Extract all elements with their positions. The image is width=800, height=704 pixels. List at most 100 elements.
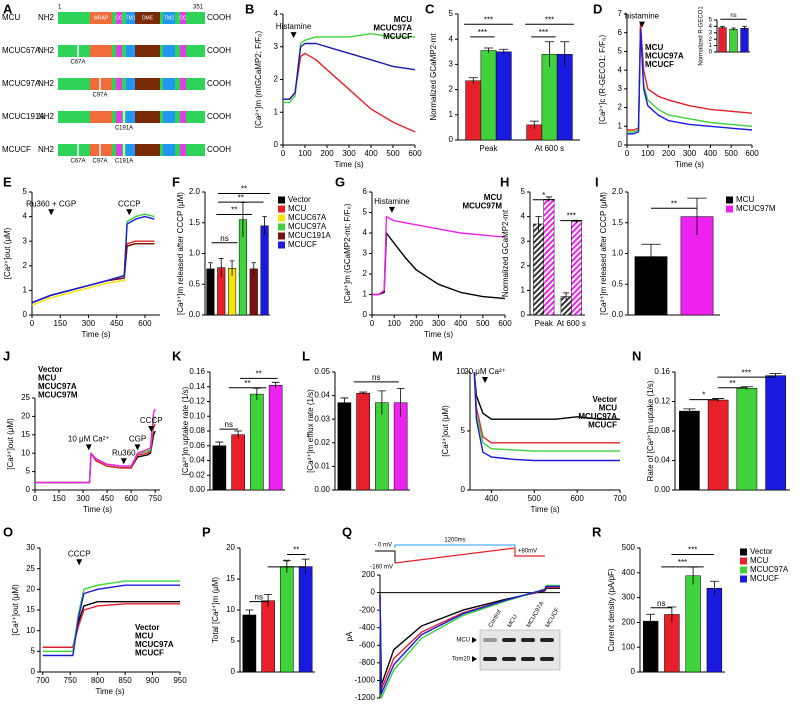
- domain: [116, 45, 122, 57]
- domain-label: CC: [179, 15, 187, 21]
- legend-swatch: [726, 196, 733, 204]
- panel-label: C: [425, 1, 435, 16]
- line-series: [372, 215, 506, 296]
- y-tick-label: 0.0: [189, 310, 201, 319]
- legend-swatch: [726, 205, 733, 213]
- legend-label: Vector: [288, 195, 311, 204]
- line-series: [473, 371, 620, 452]
- y-axis-label: Total [Ca²⁺]m (μM): [211, 577, 220, 644]
- bar: [206, 268, 215, 316]
- y-tick-label: 6: [618, 28, 623, 37]
- annotation: ***: [567, 212, 576, 221]
- error-bar: [560, 41, 570, 67]
- domain: [126, 144, 135, 156]
- x-tick-label: 0: [625, 149, 630, 158]
- domain: [180, 45, 186, 57]
- domain: [163, 45, 175, 57]
- domain: [58, 144, 90, 156]
- x-tick-label: 0: [30, 319, 35, 328]
- panel-label: E: [3, 174, 12, 189]
- legend-swatch: [278, 232, 285, 240]
- y-tick-label: 0: [449, 135, 454, 144]
- x-tick-label: 200: [320, 149, 334, 158]
- y-tick-label: 25: [21, 393, 30, 402]
- x-tick-label: 850: [118, 676, 132, 685]
- legend-swatch: [740, 575, 747, 583]
- legend-label: Vector: [38, 365, 62, 374]
- x-axis-label: Time (s): [334, 160, 363, 169]
- panel-label: G: [335, 174, 345, 189]
- y-tick-label: -400: [359, 623, 376, 632]
- y-tick-label: 1: [23, 286, 28, 295]
- y-tick-label: 0: [461, 485, 466, 494]
- y-tick-label: 500: [622, 543, 636, 552]
- n-terminus: NH2: [38, 112, 55, 121]
- construct-name: MCUC67A: [2, 46, 41, 55]
- y-tick-label: 0.03: [314, 414, 330, 423]
- domain: [58, 12, 90, 24]
- y-tick-label: 30: [26, 543, 35, 552]
- blot-row-label: Tom20: [452, 657, 471, 663]
- bar: [765, 375, 786, 491]
- error-bar: [709, 580, 719, 596]
- domain: [160, 45, 163, 57]
- protocol-label: -160 mV: [370, 565, 393, 571]
- y-tick-label: 0.04: [189, 456, 205, 465]
- error-bar: [264, 594, 273, 607]
- error-bar: [683, 408, 696, 414]
- y-tick-label: 4: [274, 9, 279, 18]
- x-tick-label: 600: [408, 149, 422, 158]
- annotation: ***: [742, 368, 751, 377]
- c-terminus: COOH: [207, 46, 231, 55]
- bar: [231, 434, 245, 491]
- protocol-hold: [375, 550, 396, 563]
- y-tick-label: 10: [26, 626, 35, 635]
- bar: [718, 27, 727, 53]
- y-tick-label: -200: [359, 605, 376, 614]
- legend-label: MCU: [394, 15, 412, 24]
- bar: [261, 600, 275, 673]
- bar: [495, 51, 512, 141]
- y-tick-label: 1.0: [189, 249, 201, 258]
- bar: [642, 620, 659, 673]
- error-bar: [234, 430, 243, 439]
- y-tick-label: 0.04: [654, 456, 670, 465]
- panel-label: N: [632, 348, 641, 363]
- legend-label: MCUCF: [288, 240, 317, 249]
- mutation-label: C67A: [70, 60, 85, 66]
- legend-label: MCUC97A: [750, 565, 789, 574]
- y-tick-label: 0.02: [314, 438, 330, 447]
- x-tick-label: 100: [387, 319, 401, 328]
- y-axis-label: [Ca²⁺]m released after CCCP (μM): [176, 192, 185, 315]
- stimulus-arrow: [120, 458, 127, 465]
- line-series: [473, 371, 620, 420]
- domain: [163, 78, 175, 90]
- protocol-label: - 0 mV: [374, 543, 392, 549]
- x-tick-label: 500: [386, 149, 400, 158]
- y-axis-label: Normalized R-GECO1: [699, 6, 705, 66]
- panel-label: I: [595, 174, 599, 189]
- error-bar: [720, 26, 725, 29]
- y-axis-label: [Ca²⁺]out (μM): [11, 584, 20, 636]
- panel-label: P: [202, 524, 211, 539]
- error-bar: [215, 441, 224, 450]
- domain: [126, 111, 135, 123]
- domain: [112, 78, 116, 90]
- x-axis-label: Time (s): [424, 330, 453, 339]
- y-tick-label: 1: [363, 290, 368, 299]
- domain: [186, 45, 205, 57]
- error-bar: [563, 292, 570, 301]
- bar: [543, 199, 555, 316]
- y-tick-label: 0: [274, 140, 279, 149]
- x-tick-label: 450: [110, 319, 124, 328]
- y-tick-label: 2: [23, 261, 28, 270]
- annotation: Histamine: [276, 22, 312, 31]
- y-tick-label: 2.0: [612, 187, 624, 196]
- domain: [58, 78, 90, 90]
- domain: [135, 111, 160, 123]
- line-series: [42, 603, 180, 648]
- blot-band: [483, 638, 497, 642]
- line-series: [31, 240, 155, 304]
- y-tick-label: 1: [521, 286, 526, 295]
- bar: [664, 614, 680, 673]
